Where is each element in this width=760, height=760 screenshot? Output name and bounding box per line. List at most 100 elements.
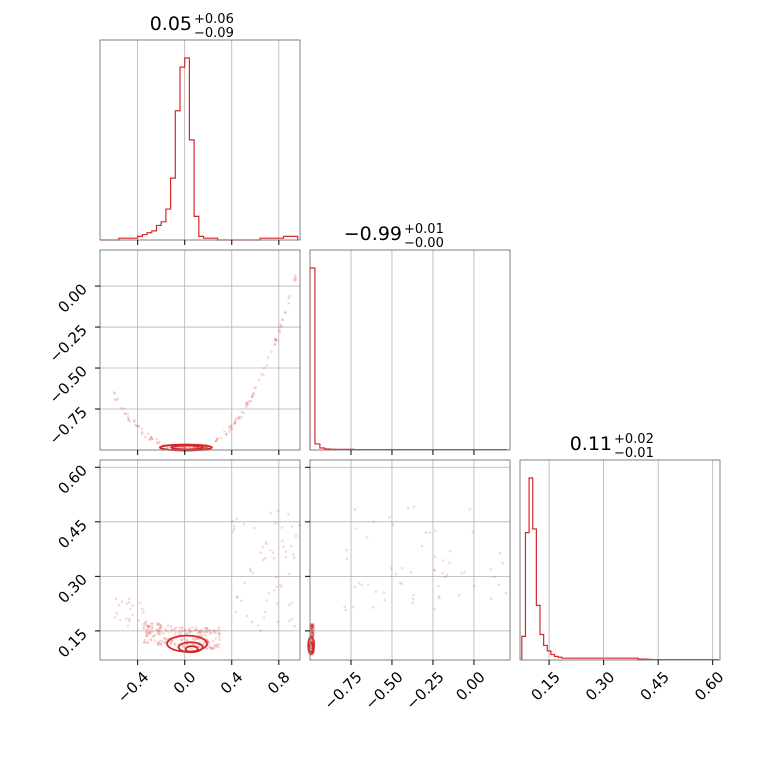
scatter-point <box>122 406 125 410</box>
scatter-point <box>264 540 268 544</box>
scatter-point <box>128 617 132 621</box>
scatter-point <box>158 627 162 630</box>
scatter-point <box>190 630 194 633</box>
scatter-point <box>312 629 316 632</box>
scatter-point <box>354 527 357 530</box>
scatter-point <box>211 647 214 651</box>
scatter-point <box>433 529 437 532</box>
scatter-point <box>123 412 127 416</box>
scatter-point <box>150 625 154 628</box>
scatter-point <box>230 427 234 431</box>
scatter-point <box>157 629 161 632</box>
scatter-point <box>217 632 221 636</box>
scatter-point <box>372 520 376 523</box>
scatter-point <box>246 403 250 406</box>
scatter-point <box>200 634 204 637</box>
scatter-point <box>280 324 283 328</box>
scatter-point <box>504 591 508 595</box>
scatter-point <box>389 567 393 570</box>
scatter-point <box>127 597 131 601</box>
scatter-point <box>253 386 257 390</box>
panel-title-upper-error: +0.06 <box>194 12 234 27</box>
scatter-point <box>238 417 241 420</box>
scatter-point <box>178 629 181 633</box>
scatter-point <box>209 631 213 635</box>
scatter-point <box>259 551 263 555</box>
scatter-point <box>197 629 200 633</box>
scatter-point <box>180 638 183 642</box>
scatter-point <box>311 624 315 628</box>
scatter-point <box>136 424 140 428</box>
x-tick-label: 0.0 <box>170 668 200 698</box>
scatter-point <box>274 338 278 342</box>
scatter-point <box>147 624 151 628</box>
scatter-point <box>214 644 218 648</box>
scatter-point <box>400 567 404 570</box>
scatter-point <box>119 407 123 410</box>
scatter-point <box>203 630 207 633</box>
scatter-point <box>311 623 315 627</box>
scatter-point <box>266 356 270 359</box>
scatter-point <box>472 584 476 588</box>
scatter-point <box>311 631 315 635</box>
scatter-point <box>235 595 239 598</box>
scatter-point <box>243 581 246 584</box>
scatter-point <box>188 629 192 633</box>
scatter-point <box>311 628 315 631</box>
scatter-point <box>411 601 415 604</box>
scatter-point <box>215 437 219 441</box>
panel-frame <box>99 39 301 241</box>
scatter-point <box>290 525 294 528</box>
scatter-point <box>156 622 159 625</box>
scatter-point <box>183 628 187 632</box>
scatter-point <box>288 294 291 298</box>
scatter-point <box>269 548 272 552</box>
scatter-point <box>215 629 218 632</box>
scatter-point <box>173 627 177 631</box>
scatter-point <box>117 603 121 607</box>
scatter-point <box>357 582 361 585</box>
scatter-point <box>188 629 192 633</box>
panel-title-lower-error: −0.09 <box>194 26 234 41</box>
scatter-point <box>173 643 177 647</box>
scatter-point <box>149 629 152 633</box>
scatter-point <box>265 364 269 367</box>
scatter-point <box>257 378 261 382</box>
scatter-point <box>161 640 165 643</box>
scatter-point <box>205 446 208 449</box>
scatter-point <box>200 628 203 632</box>
scatter-point <box>203 446 207 449</box>
scatter-point <box>147 624 150 628</box>
scatter-point <box>177 631 180 634</box>
scatter-point <box>150 627 153 631</box>
scatter-point <box>212 629 215 633</box>
scatter-point <box>311 631 315 635</box>
scatter-point <box>159 623 163 627</box>
scatter-point <box>420 544 424 548</box>
scatter-point <box>159 642 163 646</box>
scatter-point <box>163 637 167 640</box>
scatter-point <box>190 647 194 651</box>
scatter-point <box>310 633 313 636</box>
scatter-point <box>194 626 198 629</box>
scatter-point <box>197 645 201 649</box>
scatter-point <box>276 602 279 605</box>
scatter-point <box>311 623 315 626</box>
scatter-point <box>294 276 298 280</box>
scatter-point <box>433 568 436 572</box>
scatter-point <box>213 629 216 632</box>
scatter-point <box>250 395 254 398</box>
y-tick-label: −0.25 <box>46 321 91 366</box>
scatter-point <box>245 401 249 404</box>
scatter-point <box>143 621 147 625</box>
scatter-point <box>203 626 207 630</box>
scatter-point <box>132 419 136 422</box>
scatter-point <box>208 629 212 632</box>
scatter-point <box>489 568 492 571</box>
scatter-point <box>278 329 281 332</box>
scatter-point <box>412 593 415 597</box>
scatter-point <box>218 632 222 636</box>
scatter-point <box>493 575 496 579</box>
scatter-point <box>241 411 245 415</box>
x-tick-label: 0.30 <box>582 668 618 704</box>
